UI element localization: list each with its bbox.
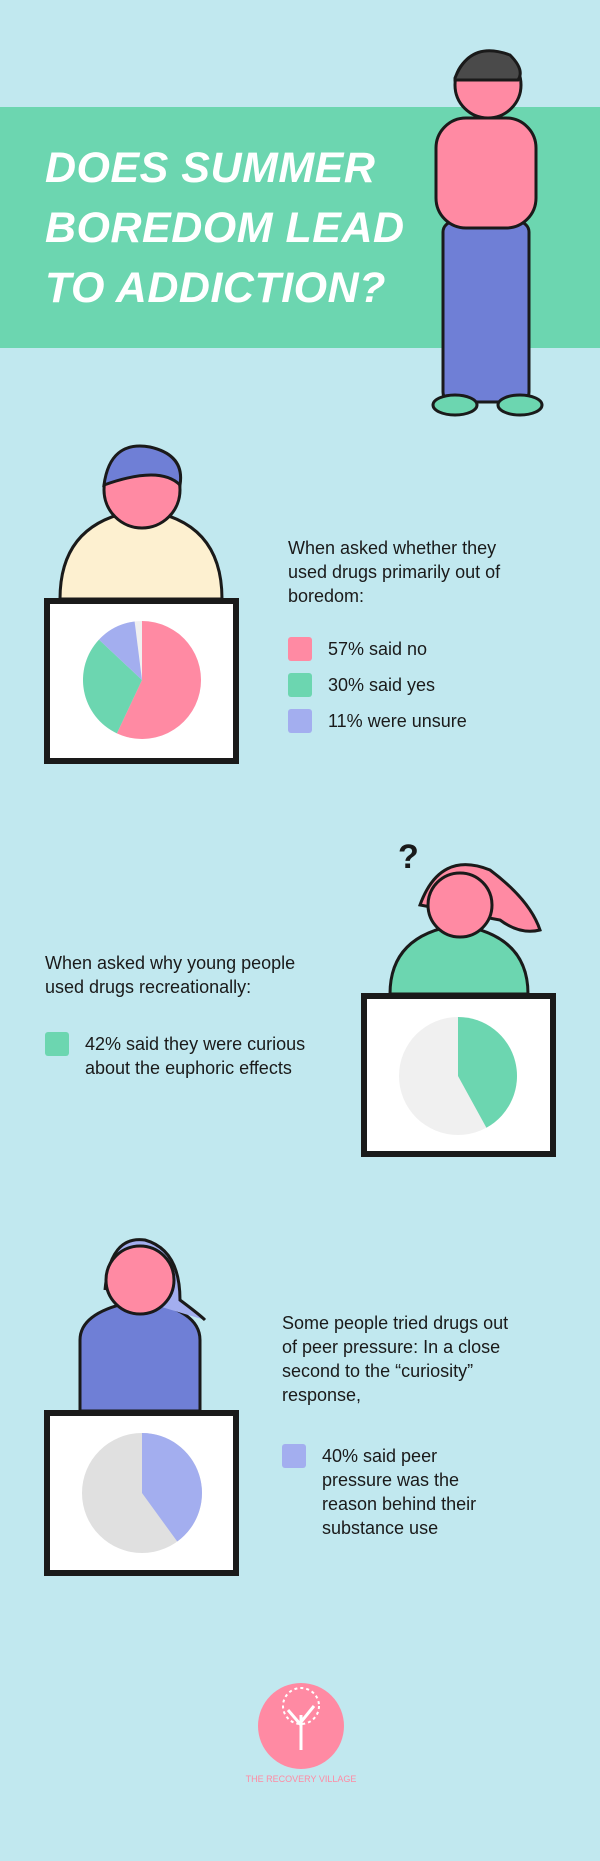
- legend-label: 57% said no: [328, 639, 428, 659]
- illustration-person-3: [78, 1238, 207, 1413]
- legend-label: 42% said they were curious about the eup…: [85, 1034, 306, 1078]
- legend-label: 40% said peer pressure was the reason be…: [322, 1446, 477, 1538]
- title: DOES SUMMER BOREDOM LEAD TO ADDICTION?: [45, 144, 405, 312]
- pie-slice: [116, 621, 202, 739]
- legend-swatch: [288, 709, 312, 733]
- logo-canopy: [282, 1687, 320, 1725]
- svg-text:?: ?: [398, 838, 419, 876]
- pie-slice: [458, 1017, 518, 1128]
- illustration-person-2: ?: [388, 838, 542, 996]
- legend-label: 30% said yes: [328, 675, 436, 695]
- legend-label: 11% were unsure: [328, 711, 467, 731]
- intro-text: Some people tried drugs out of peer pres…: [282, 1313, 509, 1405]
- illustration-person-1: [58, 444, 224, 601]
- pie-slice: [98, 621, 142, 680]
- logo-tree: [286, 1705, 316, 1750]
- illustration-man: [431, 49, 544, 417]
- pie-slice: [142, 1433, 203, 1542]
- intro-text: When asked whether they used drugs prima…: [288, 538, 501, 606]
- legend-swatch: [288, 637, 312, 661]
- legend-swatch: [282, 1444, 306, 1468]
- legend-swatch: [45, 1032, 69, 1056]
- legend-swatch: [288, 673, 312, 697]
- intro-text: When asked why young people used drugs r…: [45, 953, 296, 997]
- brand: THE RECOVERY VILLAGE: [245, 1774, 357, 1784]
- pie-slice: [83, 639, 142, 734]
